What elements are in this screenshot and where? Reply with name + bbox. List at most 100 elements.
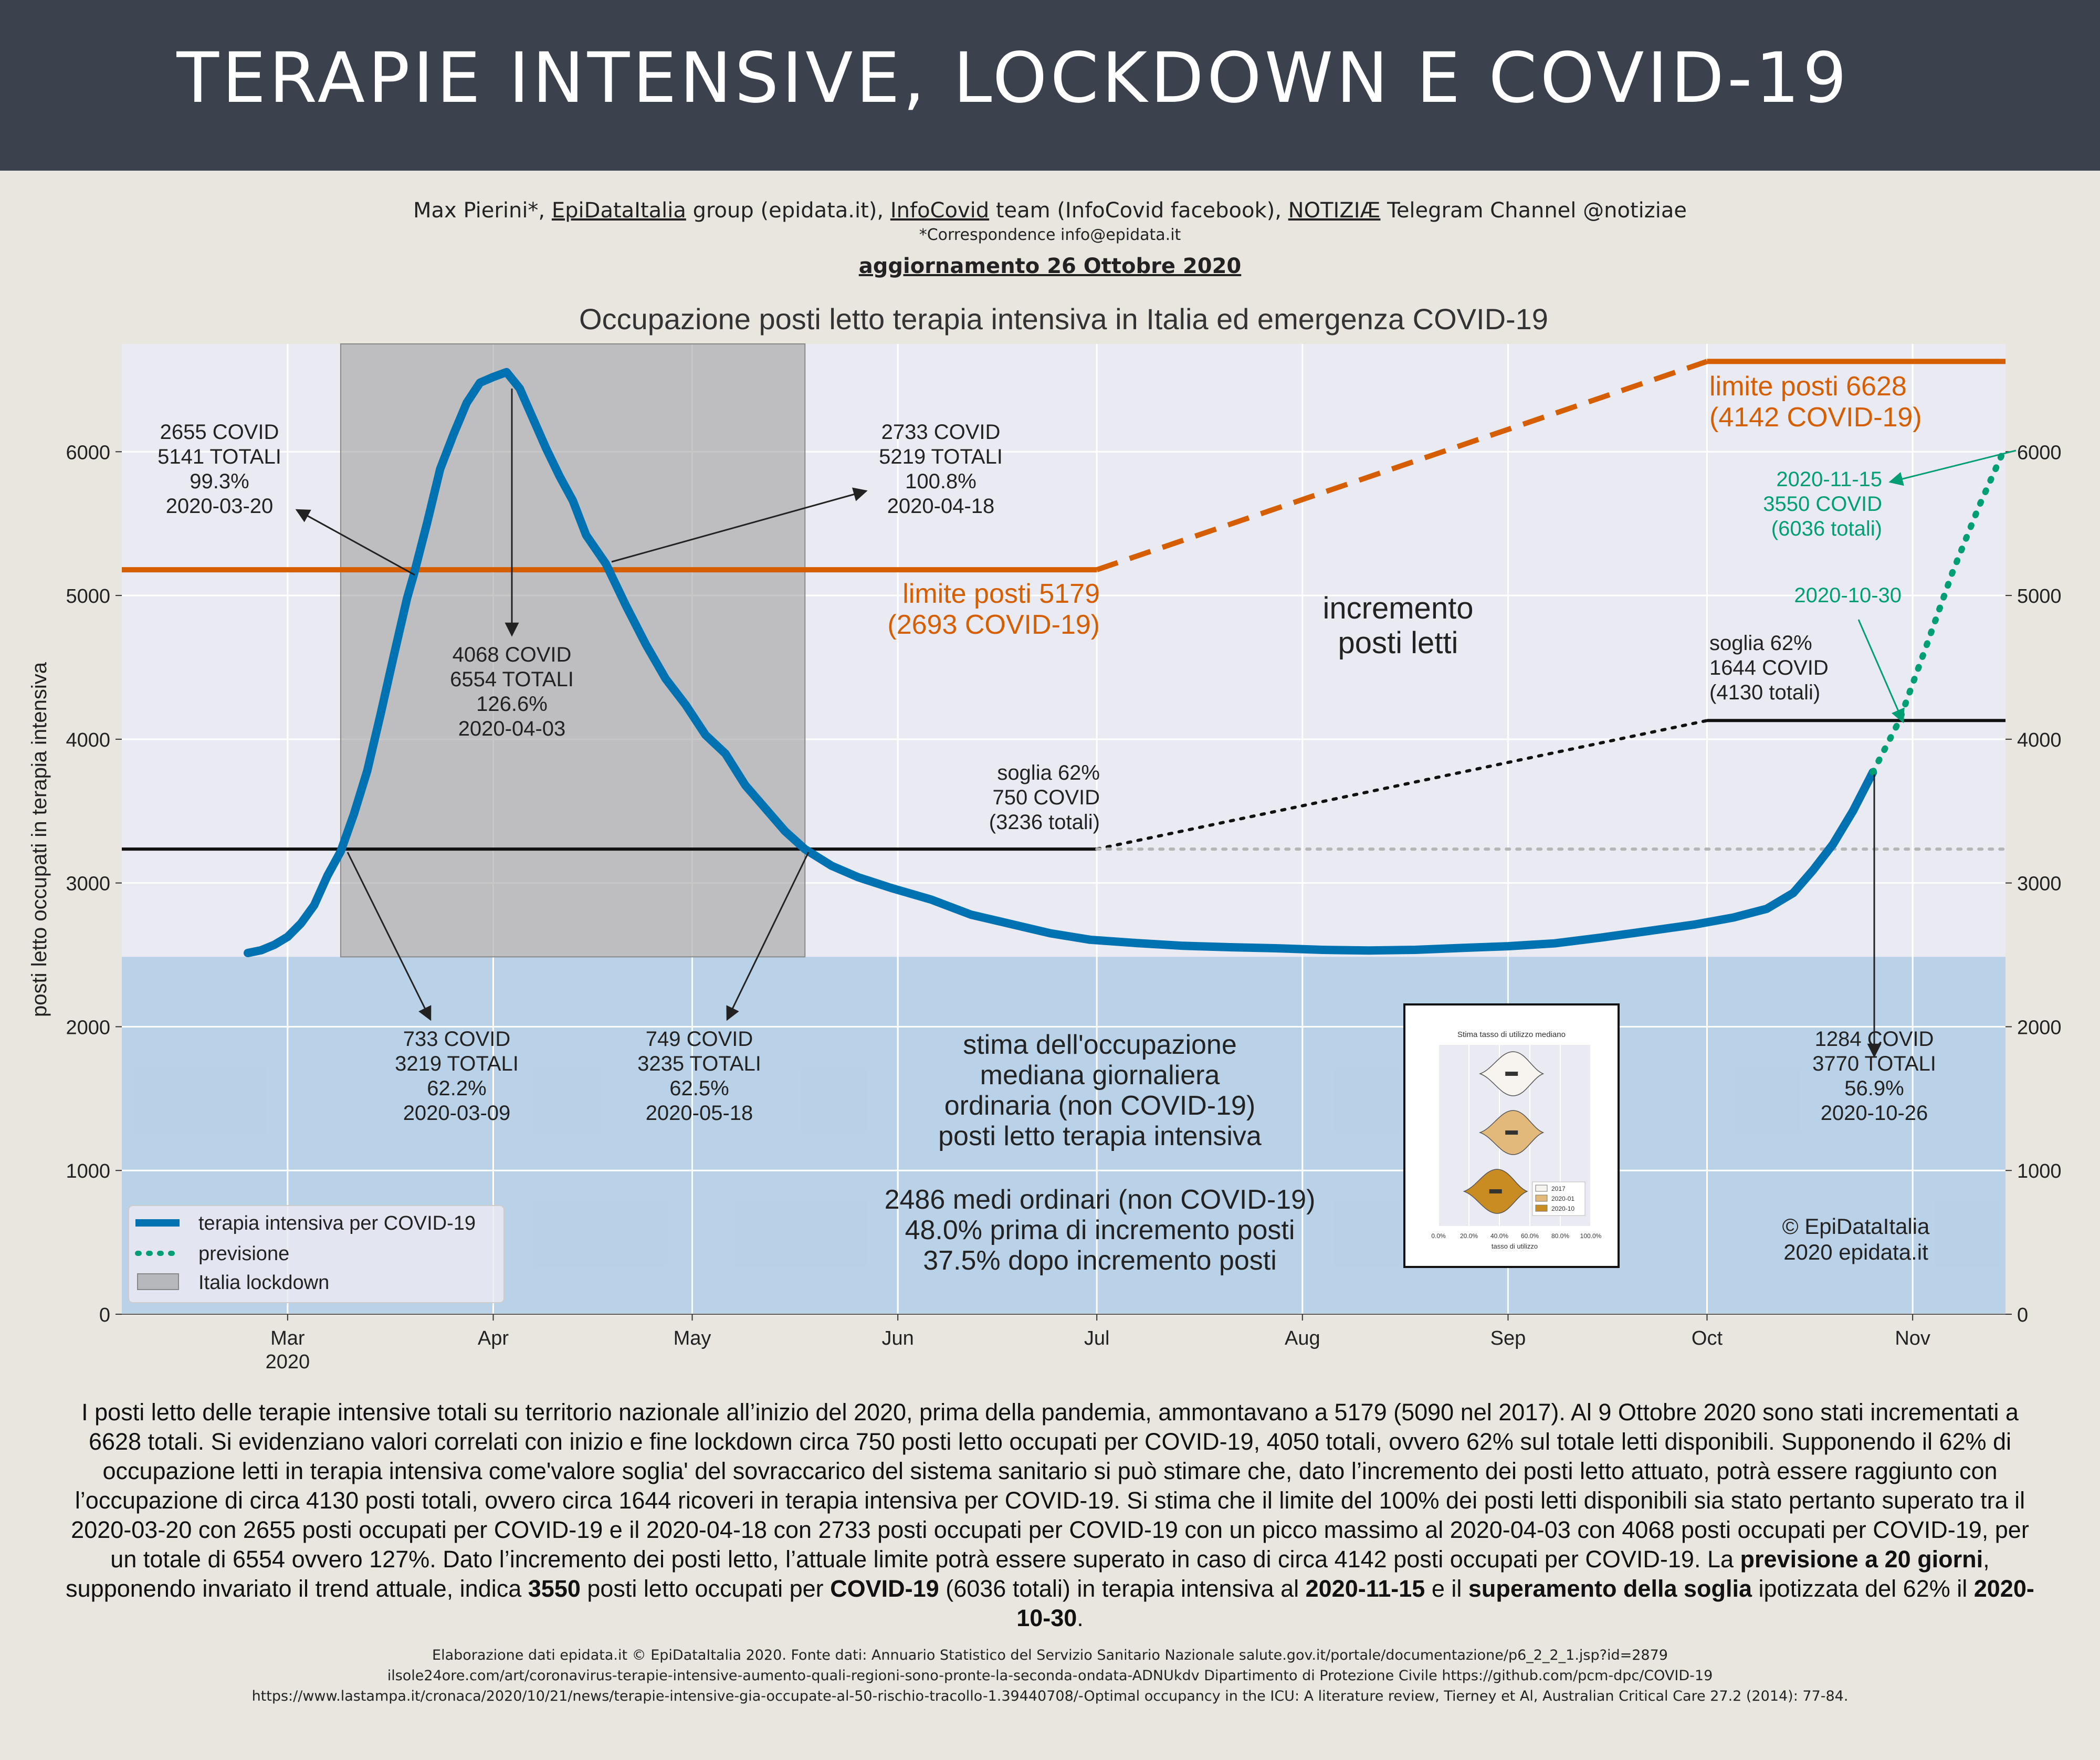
notiziae-link[interactable]: NOTIZIÆ	[1288, 198, 1381, 223]
annotation-line: 733 COVID	[403, 1028, 511, 1051]
annotation-line: 4068 COVID	[453, 643, 572, 666]
annotation-line: 2020-05-18	[646, 1102, 753, 1125]
group-rest: group (epidata.it),	[686, 198, 890, 223]
annotation-line: soglia 62%	[1709, 632, 1812, 655]
annotation-line: 3550 COVID	[1763, 493, 1882, 516]
y-tick-label-right: 2000	[2017, 1017, 2062, 1039]
y-tick-label-right: 0	[2017, 1304, 2028, 1326]
annotation-line: (4130 totali)	[1709, 681, 1820, 704]
annotation-line: 62.2%	[427, 1077, 486, 1100]
caption-text-4: (6036 totali) in terapia intensiva al	[939, 1575, 1306, 1602]
annotation-line: 3219 TOTALI	[395, 1052, 519, 1075]
x-tick-label: May	[674, 1327, 711, 1349]
annotation-line: 5141 TOTALI	[158, 445, 281, 468]
threshold-line	[1095, 719, 1709, 851]
caption-text-3: posti letto occupati per	[580, 1575, 831, 1602]
caption-text-7: .	[1077, 1605, 1084, 1631]
annotation-threshold-date: 2020-10-30	[1794, 584, 1902, 607]
annotation-line: 5219 TOTALI	[879, 445, 1003, 468]
description-paragraph: I posti letto delle terapie intensive to…	[58, 1398, 2042, 1633]
y-tick-label-left: 3000	[66, 873, 110, 895]
inset-axis-label: tasso di utilizzo	[1492, 1242, 1538, 1250]
annotation-line: 100.8%	[905, 470, 976, 493]
annotation-line: stima dell'occupazione	[963, 1030, 1237, 1060]
author-lead: Max Pierini*,	[413, 198, 552, 223]
legend-box	[128, 1205, 505, 1303]
inset-median-box	[1489, 1189, 1502, 1193]
inset-legend-swatch	[1535, 1185, 1548, 1192]
caption-bold-3: COVID-19	[830, 1575, 939, 1602]
y-tick-label-right: 5000	[2017, 585, 2062, 607]
inset-tick-label: 60.0%	[1521, 1232, 1539, 1240]
annotation-arrow	[611, 487, 868, 563]
title-banner: TERAPIE INTENSIVE, LOCKDOWN E COVID-19	[0, 0, 2100, 171]
forecast-series-line	[1870, 443, 2009, 776]
annotation-line: 750 COVID	[992, 786, 1100, 809]
y-tick-label-left: 2000	[66, 1017, 110, 1039]
caption-bold-2: 3550	[528, 1575, 581, 1602]
annotation-line: (4142 COVID-19)	[1709, 402, 1922, 433]
inset-tick-label: 0.0%	[1431, 1232, 1446, 1240]
y-tick-label-right: 1000	[2017, 1160, 2062, 1182]
annotation-line: 749 COVID	[646, 1028, 753, 1051]
reference-line: Elaborazione dati epidata.it © EpiDataIt…	[432, 1647, 1668, 1663]
bed-limit-line	[1096, 359, 1708, 572]
annotation-arrow	[295, 509, 415, 576]
authors-line: Max Pierini*, EpiDataItalia group (epida…	[0, 198, 2100, 223]
inset-tick-label: 80.0%	[1551, 1232, 1569, 1240]
icu-occupancy-chart: Occupazione posti letto terapia intensiv…	[28, 302, 2062, 1373]
chart-legend: terapia intensiva per COVID-19 previsione…	[128, 1205, 505, 1303]
legend-label: previsione	[198, 1243, 289, 1265]
y-tick-label-left: 1000	[66, 1160, 110, 1182]
infocovid-link[interactable]: InfoCovid	[890, 198, 990, 223]
legend-label: terapia intensiva per COVID-19	[198, 1212, 476, 1234]
caption-text-6: ipotizzata del 62% il	[1752, 1575, 1974, 1602]
annotation-line: incremento	[1323, 591, 1474, 625]
covid-icu-series-line	[244, 368, 1877, 957]
y-tick-label-right: 6000	[2017, 442, 2062, 464]
annotation-line: 2020-04-18	[887, 495, 995, 518]
inset-tick-label: 100.0%	[1580, 1232, 1602, 1240]
annotation-line: 56.9%	[1844, 1077, 1904, 1100]
annotation-line: 3235 TOTALI	[637, 1052, 761, 1075]
annotation-line: (3236 totali)	[989, 811, 1100, 834]
caption-bold-1: previsione a 20 giorni	[1740, 1546, 1983, 1573]
inset-tick-label: 20.0%	[1460, 1232, 1478, 1240]
annotation-line: 2486 medi ordinari (non COVID-19)	[885, 1185, 1316, 1215]
annotation-line: 6554 TOTALI	[450, 668, 574, 691]
references: Elaborazione dati epidata.it © EpiDataIt…	[0, 1645, 2100, 1706]
channel-rest: Telegram Channel @notiziae	[1380, 198, 1687, 223]
x-tick-label: Oct	[1692, 1327, 1723, 1349]
annotation-line: 2733 COVID	[881, 421, 1001, 444]
inset-legend-label: 2020-01	[1551, 1195, 1574, 1202]
annotation-line: soglia 62%	[997, 761, 1100, 784]
inset-median-box	[1505, 1072, 1518, 1076]
update-date: aggiornamento 26 Ottobre 2020	[858, 254, 1242, 278]
x-tick-label: Apr	[478, 1327, 509, 1349]
y-tick-label-left: 4000	[66, 729, 110, 751]
annotation-line: 126.6%	[476, 693, 548, 716]
x-tick-sublabel: 2020	[266, 1351, 310, 1373]
annotation-line: 2655 COVID	[160, 421, 279, 444]
reference-line: https://www.lastampa.it/cronaca/2020/10/…	[251, 1688, 1849, 1704]
x-tick-label: Jun	[882, 1327, 914, 1349]
caption-text-2: , supponendo invariato il trend attuale,…	[66, 1546, 1990, 1602]
annotation-line: limite posti 5179	[902, 579, 1100, 609]
annotation-line: (6036 totali)	[1771, 517, 1882, 540]
annotation-arrow	[726, 852, 810, 1021]
y-tick-label-left: 6000	[66, 442, 110, 464]
annotation-line: posti letti	[1338, 626, 1458, 660]
annotation-old-threshold: soglia 62%750 COVID(3236 totali)	[989, 761, 1100, 834]
x-tick-label: Sep	[1490, 1327, 1526, 1349]
x-tick-label: Jul	[1084, 1327, 1110, 1349]
x-tick-label: Mar	[270, 1327, 305, 1349]
caption-bold-5: superamento della soglia	[1468, 1575, 1752, 1602]
epidataitalia-link[interactable]: EpiDataItalia	[551, 198, 686, 223]
